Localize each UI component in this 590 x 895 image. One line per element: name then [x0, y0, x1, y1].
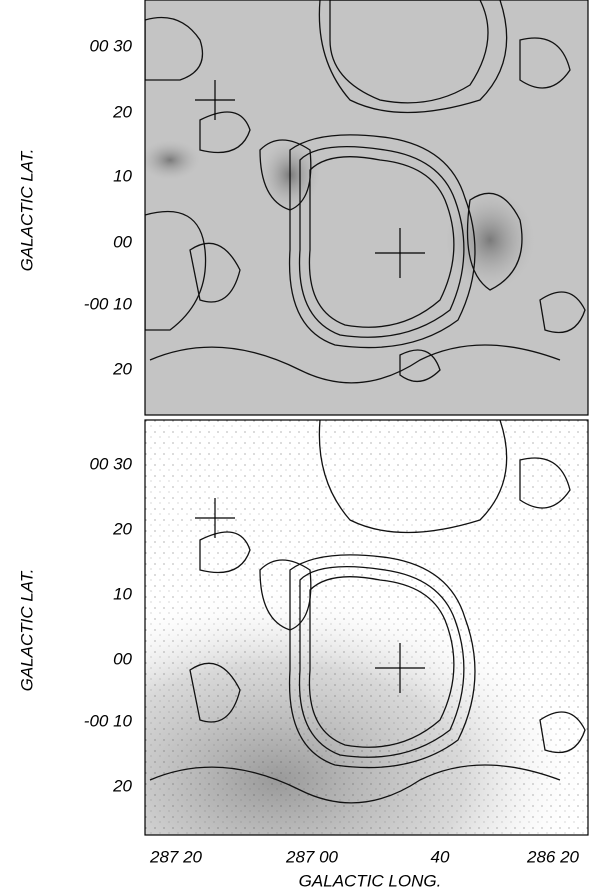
- bottom-crosses: [195, 498, 425, 693]
- y-tick-label: 20: [112, 102, 132, 121]
- bottom-frame: [144, 419, 589, 836]
- top-frame: [144, 0, 589, 416]
- y-tick-label: -00 10: [84, 711, 133, 730]
- y-tick-label: 20: [112, 776, 132, 795]
- y-tick-label: 10: [113, 166, 132, 185]
- y-tick-label: 00: [113, 232, 132, 251]
- x-tick-label: 287 20: [149, 847, 203, 866]
- x-tick-label: 287 00: [285, 847, 339, 866]
- top-crosses: [195, 80, 425, 278]
- y-axis-label: GALACTIC LAT.: [17, 149, 36, 272]
- x-tick-label: 286 20: [526, 847, 580, 866]
- x-tick-label: 40: [431, 847, 450, 866]
- y-tick-label: 00: [113, 649, 132, 668]
- y-tick-label: 00 30: [89, 36, 132, 55]
- y-tick-label: 20: [112, 519, 132, 538]
- y-tick-label: 00 30: [89, 454, 132, 473]
- y-tick-label: 10: [113, 584, 132, 603]
- top-map: [145, 0, 588, 415]
- bottom-map: [145, 420, 588, 835]
- y-tick-label: 20: [112, 359, 132, 378]
- x-axis-label: GALACTIC LONG.: [299, 871, 442, 890]
- y-tick-label: -00 10: [84, 294, 133, 313]
- y-axis-label: GALACTIC LAT.: [17, 569, 36, 692]
